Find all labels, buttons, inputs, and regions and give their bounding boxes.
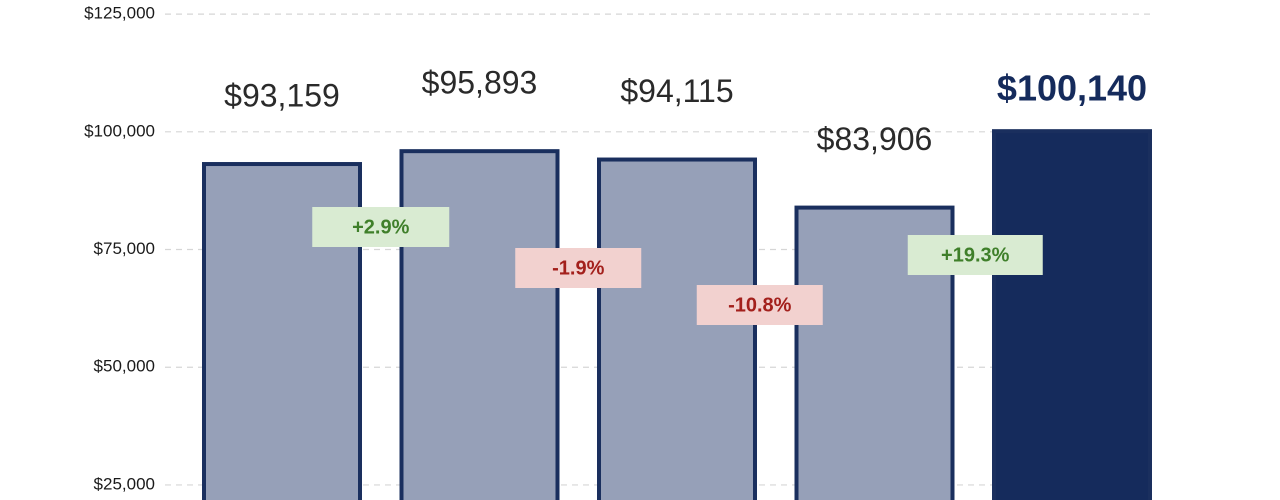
value-label: $93,159 bbox=[224, 77, 340, 113]
change-label: -10.8% bbox=[728, 294, 792, 316]
bar bbox=[992, 129, 1152, 500]
y-tick-label: $100,000 bbox=[84, 121, 155, 140]
y-tick-label: $125,000 bbox=[84, 4, 155, 23]
change-box bbox=[312, 207, 450, 247]
change-box bbox=[515, 248, 642, 288]
value-label: $94,115 bbox=[620, 73, 733, 109]
change-box bbox=[907, 235, 1043, 275]
change-label: +19.3% bbox=[941, 244, 1010, 266]
value-label: $95,893 bbox=[422, 65, 538, 101]
change-label: -1.9% bbox=[552, 257, 604, 279]
value-label: $100,140 bbox=[997, 68, 1147, 109]
change-box bbox=[696, 285, 823, 325]
y-tick-label: $50,000 bbox=[94, 357, 155, 376]
bar bbox=[597, 157, 757, 500]
bar bbox=[399, 149, 560, 500]
y-tick-label: $25,000 bbox=[94, 474, 155, 493]
change-label: +2.9% bbox=[352, 216, 409, 238]
value-label: $83,906 bbox=[817, 121, 933, 157]
y-tick-label: $75,000 bbox=[94, 239, 155, 258]
